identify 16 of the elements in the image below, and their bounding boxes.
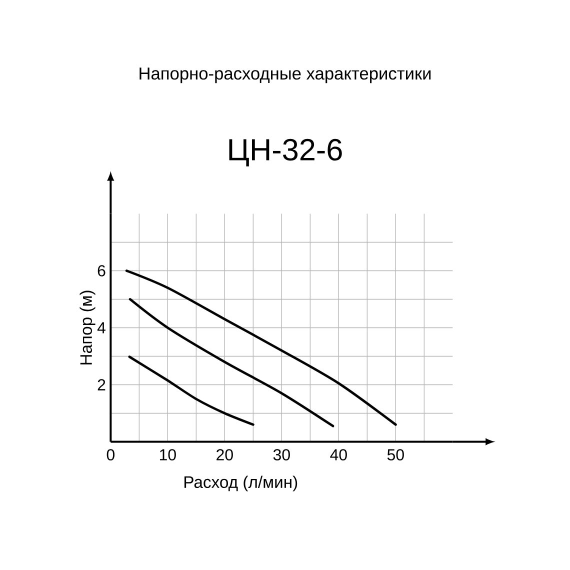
x-tick-label: 0 xyxy=(106,449,114,460)
x-tick-label: 10 xyxy=(160,449,176,460)
y-tick-label: 2 xyxy=(98,379,106,390)
chart-title: Напорно-расходные характеристики xyxy=(140,68,431,84)
x-tick-label: 40 xyxy=(330,449,347,460)
line-series xyxy=(125,270,397,426)
y-tick-label: 6 xyxy=(98,265,106,276)
line-series xyxy=(128,298,334,428)
line-series xyxy=(128,356,254,426)
chart-subtitle: ЦН-32-6 xyxy=(229,138,342,166)
y-axis-title: Напор (м) xyxy=(80,290,96,364)
x-tick-label: 20 xyxy=(216,449,233,460)
x-tick-label: 50 xyxy=(387,449,404,460)
x-axis-title: Расход (л/мин) xyxy=(184,476,298,492)
x-tick-label: 30 xyxy=(273,449,290,460)
y-tick-label: 4 xyxy=(97,322,106,334)
